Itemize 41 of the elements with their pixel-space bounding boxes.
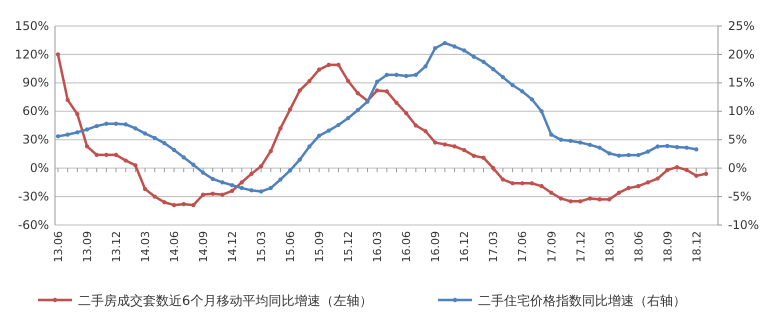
y-tick-label: 60%	[22, 104, 49, 118]
x-tick-label: 16.06	[400, 231, 414, 262]
y2-tick-label: 25%	[728, 18, 755, 33]
y-tick-label: 0%	[30, 160, 49, 175]
x-tick-label: 16.09	[429, 231, 442, 262]
y-tick-label: 150%	[14, 18, 49, 33]
x-tick-label: 18.09	[661, 231, 674, 262]
y2-tick-label: -10%	[728, 218, 760, 232]
x-tick-label: 18.12	[690, 231, 704, 262]
x-tick-label: 17.06	[516, 231, 530, 262]
x-tick-label: 14.09	[197, 231, 210, 262]
x-tick-label: 13.06	[52, 231, 65, 262]
y2-tick-label: 15%	[728, 76, 755, 90]
y2-tick-label: 10%	[728, 104, 755, 118]
x-tick-label: 15.06	[284, 231, 298, 262]
x-tick-label: 17.03	[487, 231, 500, 262]
x-tick-label: 17.09	[545, 231, 558, 262]
legend-label: 二手住宅价格指数同比增速（右轴）	[478, 293, 686, 309]
x-tick-label: 17.12	[574, 231, 588, 262]
y-tick-label: 30%	[22, 132, 49, 147]
x-tick-label: 16.03	[371, 231, 384, 262]
x-tick-label: 18.03	[603, 231, 616, 262]
y2-tick-label: 5%	[728, 132, 748, 147]
x-tick-label: 16.12	[458, 231, 472, 262]
x-tick-label: 13.09	[81, 231, 94, 262]
y-tick-label: -60%	[18, 218, 49, 232]
x-tick-label: 13.12	[110, 231, 124, 262]
y2-tick-label: -5%	[728, 189, 752, 204]
y2-tick-label: 0%	[728, 160, 748, 175]
x-tick-label: 15.09	[313, 231, 326, 262]
x-tick-label: 15.03	[255, 231, 268, 262]
x-tick-label: 14.12	[226, 231, 240, 262]
legend-label: 二手房成交套数近6个月移动平均同比增速（左轴）	[78, 293, 372, 309]
x-tick-label: 15.12	[342, 231, 356, 262]
x-tick-label: 18.06	[632, 231, 646, 262]
x-tick-label: 14.06	[168, 231, 182, 262]
x-tick-label: 14.03	[139, 231, 152, 262]
y-tick-label: 120%	[14, 47, 49, 62]
y2-tick-label: 20%	[728, 47, 755, 62]
y-tick-label: 90%	[22, 76, 49, 90]
y-tick-label: -30%	[18, 189, 49, 204]
